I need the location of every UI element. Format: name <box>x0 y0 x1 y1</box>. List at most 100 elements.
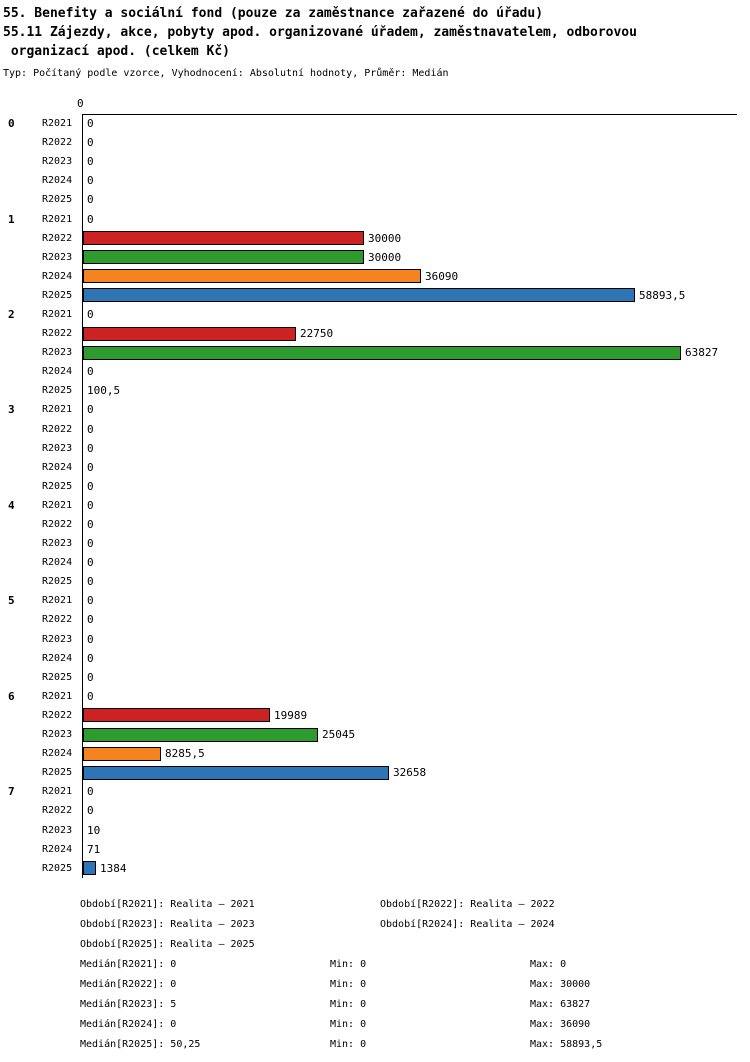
chart-row: R2024 0 <box>0 362 750 382</box>
stat-max-r2022: Max: 30000 <box>530 978 591 990</box>
series-label: R2024 <box>42 366 73 378</box>
value-label: 0 <box>87 174 94 188</box>
value-label: 0 <box>87 594 94 608</box>
chart-row: R2024 0 <box>0 457 750 477</box>
bar-cell: 0 <box>82 438 750 458</box>
bar-cell: 25045 <box>82 725 750 745</box>
chart-rows: 0 R2021 0 R2022 0 R2023 0 R2024 0 R2025 0 1 R2021 0 R2… <box>0 114 750 878</box>
chart-row: R2024 71 <box>0 839 750 859</box>
report-title-line-1: 55. Benefity a sociální fond (pouze za z… <box>3 6 544 21</box>
chart-row: R2022 0 <box>0 133 750 153</box>
chart-row: R2023 30000 <box>0 247 750 267</box>
value-label: 58893,5 <box>639 288 686 302</box>
bar-cell: 30000 <box>82 247 750 267</box>
bar-cell: 0 <box>82 171 750 191</box>
report-header: 55. Benefity a sociální fond (pouze za z… <box>0 0 750 80</box>
chart-row: R2025 0 <box>0 572 750 592</box>
bar-r2023 <box>83 345 681 360</box>
series-label: R2024 <box>42 175 73 187</box>
series-label: R2025 <box>42 576 73 588</box>
value-label: 63827 <box>685 346 719 360</box>
chart-row: R2022 30000 <box>0 228 750 248</box>
report-subtitle: Typ: Počítaný podle vzorce, Vyhodnocení:… <box>3 68 449 79</box>
series-label: R2021 <box>42 118 73 130</box>
report-title-line-2: 55.11 Zájezdy, akce, pobyty apod. organi… <box>3 25 637 40</box>
value-label: 0 <box>87 117 94 131</box>
bar-r2022 <box>83 708 270 723</box>
report-title-line-3: organizací apod. (celkem Kč) <box>3 44 230 59</box>
series-label: R2024 <box>42 270 73 282</box>
bar-cell: 22750 <box>82 324 750 344</box>
chart-row: R2023 63827 <box>0 343 750 363</box>
bar-cell: 0 <box>82 152 750 172</box>
series-label: R2022 <box>42 709 73 721</box>
series-label: R2022 <box>42 805 73 817</box>
value-label: 0 <box>87 518 94 532</box>
bar-cell: 0 <box>82 400 750 420</box>
series-label: R2021 <box>42 499 73 511</box>
group-label: 6 <box>8 689 15 703</box>
bar-cell: 0 <box>82 457 750 477</box>
stat-row: Medián[R2023]: 5 Min: 0 Max: 63827 <box>80 996 750 1016</box>
series-label: R2024 <box>42 557 73 569</box>
series-label: R2022 <box>42 614 73 626</box>
value-label: 0 <box>87 365 94 379</box>
group-label: 4 <box>8 498 15 512</box>
chart-row: R2024 0 <box>0 553 750 573</box>
bar-cell: 63827 <box>82 343 750 363</box>
bar-cell: 0 <box>82 667 750 687</box>
group-label: 1 <box>8 212 15 226</box>
chart-row: 0 R2021 0 <box>0 114 750 134</box>
group-label: 0 <box>8 117 15 131</box>
value-label: 8285,5 <box>165 747 205 761</box>
legend-item-r2022: Období[R2022]: Realita – 2022 <box>380 898 555 910</box>
bar-r2023 <box>83 250 364 265</box>
value-label: 32658 <box>393 766 427 780</box>
stat-min-r2024: Min: 0 <box>330 1018 367 1030</box>
bar-cell: 0 <box>82 114 750 134</box>
bar-cell: 0 <box>82 801 750 821</box>
bar-cell: 8285,5 <box>82 744 750 764</box>
series-label: R2021 <box>42 786 73 798</box>
series-label: R2025 <box>42 480 73 492</box>
series-label: R2023 <box>42 824 73 836</box>
value-label: 22750 <box>300 327 334 341</box>
legend-item-r2024: Období[R2024]: Realita – 2024 <box>380 918 555 930</box>
chart-row: R2025 100,5 <box>0 381 750 401</box>
legend-row: Období[R2021]: Realita – 2021 Období[R20… <box>80 896 750 916</box>
stat-max-r2024: Max: 36090 <box>530 1018 591 1030</box>
bar-cell: 19989 <box>82 705 750 725</box>
bar-cell: 0 <box>82 534 750 554</box>
chart-row: R2023 0 <box>0 629 750 649</box>
stat-median-r2024: Medián[R2024]: 0 <box>80 1018 177 1030</box>
bar-cell: 0 <box>82 362 750 382</box>
value-label: 30000 <box>368 231 402 245</box>
chart-row: R2025 0 <box>0 190 750 210</box>
chart-row: R2023 0 <box>0 152 750 172</box>
chart-row: R2022 0 <box>0 801 750 821</box>
bar-cell: 0 <box>82 553 750 573</box>
bar-r2024 <box>83 269 421 284</box>
value-label: 0 <box>87 441 94 455</box>
bar-cell: 0 <box>82 209 750 229</box>
value-label: 0 <box>87 613 94 627</box>
bar-cell: 0 <box>82 591 750 611</box>
bar-chart: 0 0 R2021 0 R2022 0 R2023 0 R2024 0 R2025 0 1 R2021 0… <box>0 97 750 878</box>
group-label: 2 <box>8 307 15 321</box>
stat-max-r2023: Max: 63827 <box>530 998 591 1010</box>
series-label: R2021 <box>42 213 73 225</box>
series-label: R2021 <box>42 308 73 320</box>
legend-row: Období[R2023]: Realita – 2023 Období[R20… <box>80 916 750 936</box>
chart-row: R2022 0 <box>0 514 750 535</box>
value-label: 0 <box>87 575 94 589</box>
series-label: R2025 <box>42 385 73 397</box>
bar-r2025 <box>83 765 389 780</box>
series-label: R2023 <box>42 729 73 741</box>
value-label: 0 <box>87 422 94 436</box>
chart-row: R2025 32658 <box>0 763 750 783</box>
series-label: R2022 <box>42 423 73 435</box>
bar-cell: 0 <box>82 133 750 153</box>
value-label: 0 <box>87 651 94 665</box>
series-label: R2023 <box>42 633 73 645</box>
chart-row: R2023 25045 <box>0 725 750 745</box>
